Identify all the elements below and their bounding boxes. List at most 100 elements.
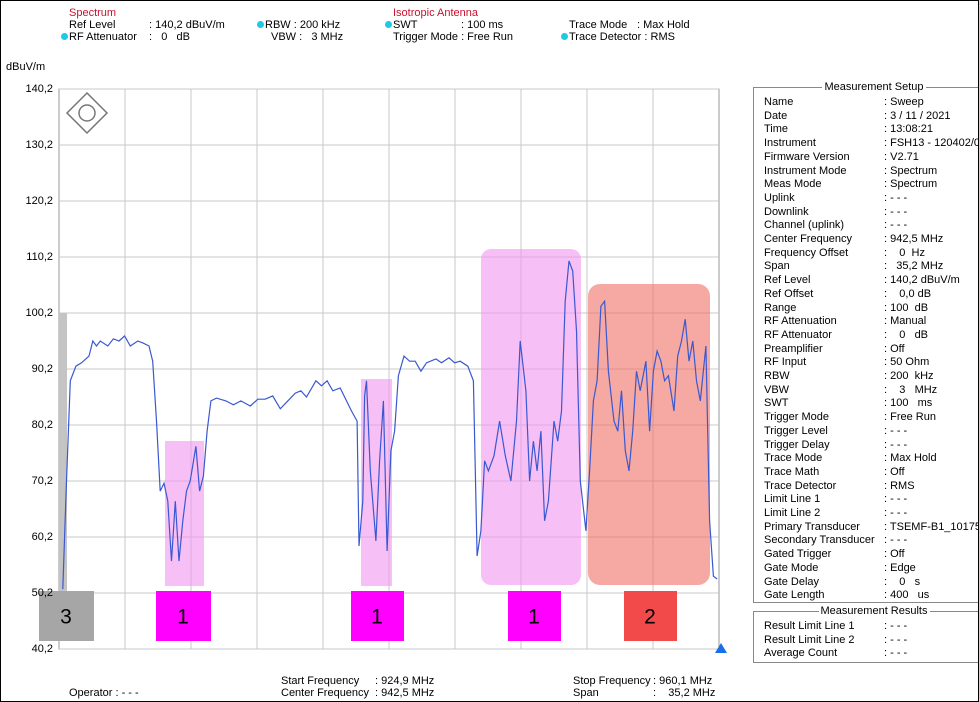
indicator	[561, 33, 568, 40]
setting-row: VBW: 3 MHz	[764, 384, 937, 396]
setting-name: RF Attenuator	[764, 328, 832, 341]
setting-value: : 0 dB	[884, 328, 929, 341]
value: : 924,9 MHz	[375, 675, 435, 687]
panel-title: Measurement Results	[754, 605, 978, 617]
label: Trace Mode	[569, 19, 628, 31]
setting-row: Center Frequency: 942,5 MHz	[764, 233, 943, 245]
setting-name: Result Limit Line 2	[764, 633, 855, 646]
value: : 0 dB	[149, 31, 190, 43]
setting-row: Preamplifier: Off	[764, 343, 905, 355]
setting-name: Limit Line 1	[764, 493, 821, 506]
setting-name: Instrument Mode	[764, 164, 847, 177]
setting-name: Meas Mode	[764, 178, 822, 191]
setting-value: : - - -	[884, 534, 908, 547]
setting-value: : Spectrum	[884, 178, 938, 191]
setting-name: Average Count	[764, 647, 838, 659]
setting-name: Ref Level	[764, 274, 811, 287]
label-box	[624, 591, 677, 641]
setting-name: Firmware Version	[764, 150, 850, 163]
annotation: 1	[177, 606, 189, 629]
mode: Spectrum	[69, 7, 117, 19]
setting-value: : 0 s	[884, 575, 921, 588]
y-axis-label: dBuV/m	[6, 61, 45, 73]
setting-value: : 400 us	[884, 589, 930, 602]
setting-row: Secondary Transducer: - - -	[764, 534, 907, 546]
setting-row: Result Limit Line 2: - - -	[764, 633, 907, 646]
antenna: Isotropic Antenna	[393, 7, 479, 19]
setting-name: Time	[764, 123, 789, 136]
results-panel: Measurement Results Result Limit Line 1:…	[753, 605, 978, 663]
setting-value: : - - -	[884, 507, 908, 519]
setting-row: Gate Delay: 0 s	[764, 576, 920, 588]
setting-row: Date: 3 / 11 / 2021	[764, 110, 950, 122]
y-tick-label: 40,2	[32, 643, 53, 655]
value: : 960,1 MHz	[653, 675, 713, 687]
setting-value: : FSH13 - 120402/01	[884, 137, 979, 150]
label: SWT	[393, 19, 418, 31]
setting-row: Trace Mode: Max Hold	[764, 452, 937, 465]
highlight-bar	[59, 313, 67, 591]
setting-row: Gate Length : 400 us	[764, 589, 929, 602]
y-tick-label: 90,2	[32, 363, 53, 375]
setting-value: : 0,0 dB	[884, 287, 932, 300]
setting-name: Uplink	[764, 191, 795, 204]
setting-name: Primary Transducer	[764, 520, 860, 533]
setting-value: : 35,2 MHz	[884, 260, 944, 273]
y-tick-label: 110,2	[26, 251, 53, 263]
panel-title-text: Measurement Results	[818, 605, 930, 617]
y-tick-label: 70,2	[32, 475, 53, 487]
setting: Trace Detector : RMS	[569, 31, 675, 43]
y-tick-label: 60,2	[32, 531, 53, 543]
setting-row: Instrument Mode : Spectrum	[764, 164, 937, 177]
setting-row: Range: 100 dB	[764, 302, 928, 314]
setting-row: SWT: 100 ms	[764, 397, 932, 409]
label: Ref Level	[69, 19, 116, 31]
setting-name: Downlink	[764, 205, 809, 218]
setting-value: : Off	[884, 548, 905, 561]
setting-value: : - - -	[884, 647, 908, 659]
setting-value: : Free Run	[884, 411, 936, 424]
setting-name: RF Input	[764, 356, 807, 369]
setting: Trigger Mode : Free Run	[393, 31, 514, 43]
setting-value: : - - -	[884, 191, 908, 204]
value: : 140,2 dBuV/m	[149, 19, 225, 31]
indicator	[257, 21, 264, 28]
indicator	[385, 21, 392, 28]
setting-row: Primary Transducer : TSEMF-B1_101753	[764, 520, 978, 533]
setting-name: Span	[764, 260, 790, 273]
setting-row: Limit Line 2: - - -	[764, 507, 907, 519]
setting-value: : 942,5 MHz	[884, 233, 944, 245]
setting-row: Name: Sweep	[764, 96, 924, 108]
setting-name: Frequency Offset	[764, 246, 849, 259]
setting-name: Channel (uplink)	[764, 219, 845, 232]
setting-row: Downlink: - - -	[764, 205, 907, 218]
setting-name: Trigger Mode	[764, 411, 830, 424]
setting-value: : 100 dB	[884, 301, 929, 314]
y-tick-label: 100,2	[25, 307, 53, 319]
setting-name: Result Limit Line 1	[764, 620, 855, 632]
setting-value: : TSEMF-B1_101753	[884, 520, 979, 533]
setting-name: Instrument	[764, 137, 816, 150]
highlight-box	[361, 379, 392, 586]
setting-row: Trigger Delay: - - -	[764, 439, 907, 451]
setting-value: : Off	[884, 465, 905, 478]
setting-row: Time: 13:08:21	[764, 123, 933, 136]
setting-row: RF Input: 50 Ohm	[764, 356, 929, 369]
setting-row: RBW: 200 kHz	[764, 370, 934, 382]
setting-name: Gate Mode	[764, 561, 819, 574]
setting-row: Span : 35,2 MHz	[764, 260, 943, 273]
setting-value: : - - -	[884, 438, 908, 451]
setting-row: RF Attenuation: Manual	[764, 315, 926, 327]
setting-name: Trace Mode	[764, 452, 823, 465]
setting-value: : Spectrum	[884, 164, 938, 177]
setting-row: Trigger Level: - - -	[764, 425, 907, 437]
setting-value: : - - -	[884, 620, 908, 632]
highlight-box	[588, 284, 710, 585]
annotation: 1	[371, 606, 383, 629]
setting-name: Gate Length	[764, 589, 825, 602]
label-box	[39, 591, 94, 641]
setting-row: Meas Mode : Spectrum	[764, 178, 937, 191]
setting-row: Ref Level: 140,2 dBuV/m	[764, 274, 960, 287]
y-tick-label: 50,2	[32, 587, 53, 599]
